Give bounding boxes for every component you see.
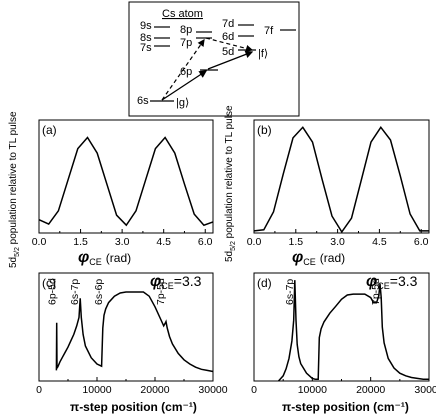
- arrow-6s-6p: [161, 70, 208, 101]
- panel-c-frame: [38, 272, 214, 382]
- annotation-c: 7p-5d: [155, 278, 167, 305]
- level-label-7s: 7s: [140, 42, 152, 54]
- x-tick-label-a: 3.0: [115, 236, 130, 248]
- x-axis-label-b: φCE (rad): [292, 249, 345, 267]
- level-label-7d: 7d: [222, 18, 234, 30]
- x-tick-label-c: 20000: [140, 384, 169, 396]
- annotation-c: 6s-6p: [93, 279, 105, 305]
- x-tick-label-d: 0: [251, 384, 257, 396]
- x-tick-label-a: 0.0: [32, 236, 47, 248]
- x-tick-label-a: 4.5: [156, 236, 171, 248]
- series-line-d: [277, 280, 429, 382]
- level-label-9s: 9s: [140, 20, 152, 32]
- x-axis-label-a: φCE (rad): [78, 249, 131, 267]
- ket-f: |f⟩: [258, 48, 268, 60]
- level-label-6s: 6s: [137, 95, 149, 107]
- x-tick-label-c: 0: [36, 384, 42, 396]
- y-axis-label-left: 5d5/2 population relative to TL pulse: [8, 111, 21, 268]
- annotation-c: 6s-7p: [69, 279, 81, 305]
- panel-label-a: (a): [42, 123, 57, 137]
- level-label-5d: 5d: [222, 46, 234, 58]
- panel-label-c: (c): [42, 276, 56, 290]
- panel-label-b: (b): [257, 123, 272, 137]
- level-label-6p: 6p: [180, 66, 192, 78]
- phi-label-d: φCE=3.3: [366, 273, 418, 291]
- level-label-7f: 7f: [264, 25, 274, 37]
- level-label-8s: 8s: [140, 32, 152, 44]
- x-tick-label-b: 4.5: [372, 236, 387, 248]
- series-line-a: [38, 136, 214, 227]
- diagram-frame: [128, 1, 300, 117]
- x-tick-label-b: 1.5: [288, 236, 303, 248]
- x-tick-label-a: 6.0: [198, 236, 213, 248]
- ket-g: |g⟩: [176, 97, 189, 109]
- y-axis-label-right: 5d5/2 population relative to TL pulse: [224, 105, 237, 262]
- x-tick-label-c: 30000: [198, 384, 227, 396]
- x-tick-label-b: 6.0: [414, 236, 429, 248]
- annotation-d: 7p-5d: [370, 278, 382, 305]
- panel-label-d: (d): [257, 276, 272, 290]
- panel-d-frame: [253, 272, 430, 382]
- x-tick-label-a: 1.5: [73, 236, 88, 248]
- x-tick-label-d: 10000: [298, 384, 327, 396]
- panel-b-frame: [253, 119, 430, 234]
- x-tick-label-d: 30000: [414, 384, 436, 396]
- x-tick-label-d: 20000: [356, 384, 385, 396]
- series-line-c: [55, 291, 214, 373]
- chart-marks: 0.0 1.5 3.0 4.5 6.0 0.0 1.5 3.0 4.5 6.0 0 10000 2000…: [32, 126, 436, 396]
- series-line-b: [253, 126, 429, 234]
- annotation-d: 6s-7p: [284, 279, 296, 305]
- x-axis-label-d: π-step position (cm⁻¹): [282, 400, 409, 414]
- phi-label-c: φCE=3.3: [150, 273, 202, 291]
- level-label-7p: 7p: [180, 37, 192, 49]
- arrow-6p-5d: [207, 50, 254, 70]
- x-tick-label-b: 3.0: [330, 236, 345, 248]
- x-axis-label-c: π-step position (cm⁻¹): [70, 400, 197, 414]
- x-tick-label-c: 10000: [82, 384, 111, 396]
- level-label-6d: 6d: [222, 31, 234, 43]
- diagram-title: Cs atom: [162, 8, 203, 20]
- arrow-7p-5d: [205, 37, 254, 52]
- x-tick-label-b: 0.0: [247, 236, 262, 248]
- annotation-c: 6p-5d: [47, 278, 59, 305]
- level-label-8p: 8p: [180, 24, 192, 36]
- panel-a-frame: [38, 119, 214, 234]
- arrow-6s-7p: [161, 39, 205, 101]
- level-diagram: Cs atom 9s 8s 7s 8p 7p 6p 7d 6d 5d |f⟩ 7…: [128, 1, 300, 117]
